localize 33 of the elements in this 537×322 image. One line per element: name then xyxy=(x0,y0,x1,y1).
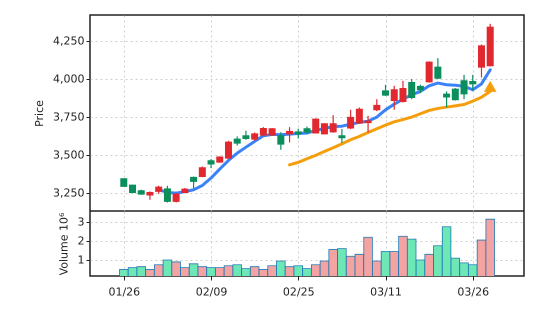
x-tick-label: 01/26 xyxy=(108,286,140,298)
y-tick-label: 3 xyxy=(78,216,84,229)
candlestick xyxy=(277,132,284,150)
y-tick-label: 2 xyxy=(78,234,84,248)
candlestick xyxy=(408,78,416,100)
candlestick xyxy=(373,98,380,112)
candlestick xyxy=(208,158,215,169)
candlestick xyxy=(399,80,406,104)
candlestick xyxy=(164,185,171,204)
x-tick-label: 02/25 xyxy=(282,286,315,298)
candlestick xyxy=(286,126,294,144)
candlestick xyxy=(172,192,180,204)
y-tick-label: 3,250 xyxy=(53,186,84,200)
candlestick xyxy=(347,109,354,130)
x-tick-label: 03/26 xyxy=(457,286,490,298)
y-tick-label: 3,750 xyxy=(53,110,84,124)
candlestick xyxy=(426,60,433,84)
candlestick xyxy=(469,74,476,92)
x-tick-label: 02/09 xyxy=(196,286,228,298)
y-axis-title: Price xyxy=(33,100,46,127)
candlestick xyxy=(382,84,390,96)
y-tick-label: 1 xyxy=(78,254,84,267)
y-axis-title: Volume 10⁶ xyxy=(58,212,70,276)
y-tick-label: 4,000 xyxy=(53,72,84,86)
x-tick-label: 03/11 xyxy=(370,286,402,298)
y-tick-label: 3,500 xyxy=(53,148,84,162)
candlestick xyxy=(443,90,450,108)
candlestick xyxy=(234,136,241,146)
candlestick xyxy=(434,58,442,80)
y-tick-label: 4,250 xyxy=(53,34,84,48)
candlestick xyxy=(338,128,346,144)
candlestick xyxy=(390,85,398,110)
candlestick xyxy=(190,176,198,189)
